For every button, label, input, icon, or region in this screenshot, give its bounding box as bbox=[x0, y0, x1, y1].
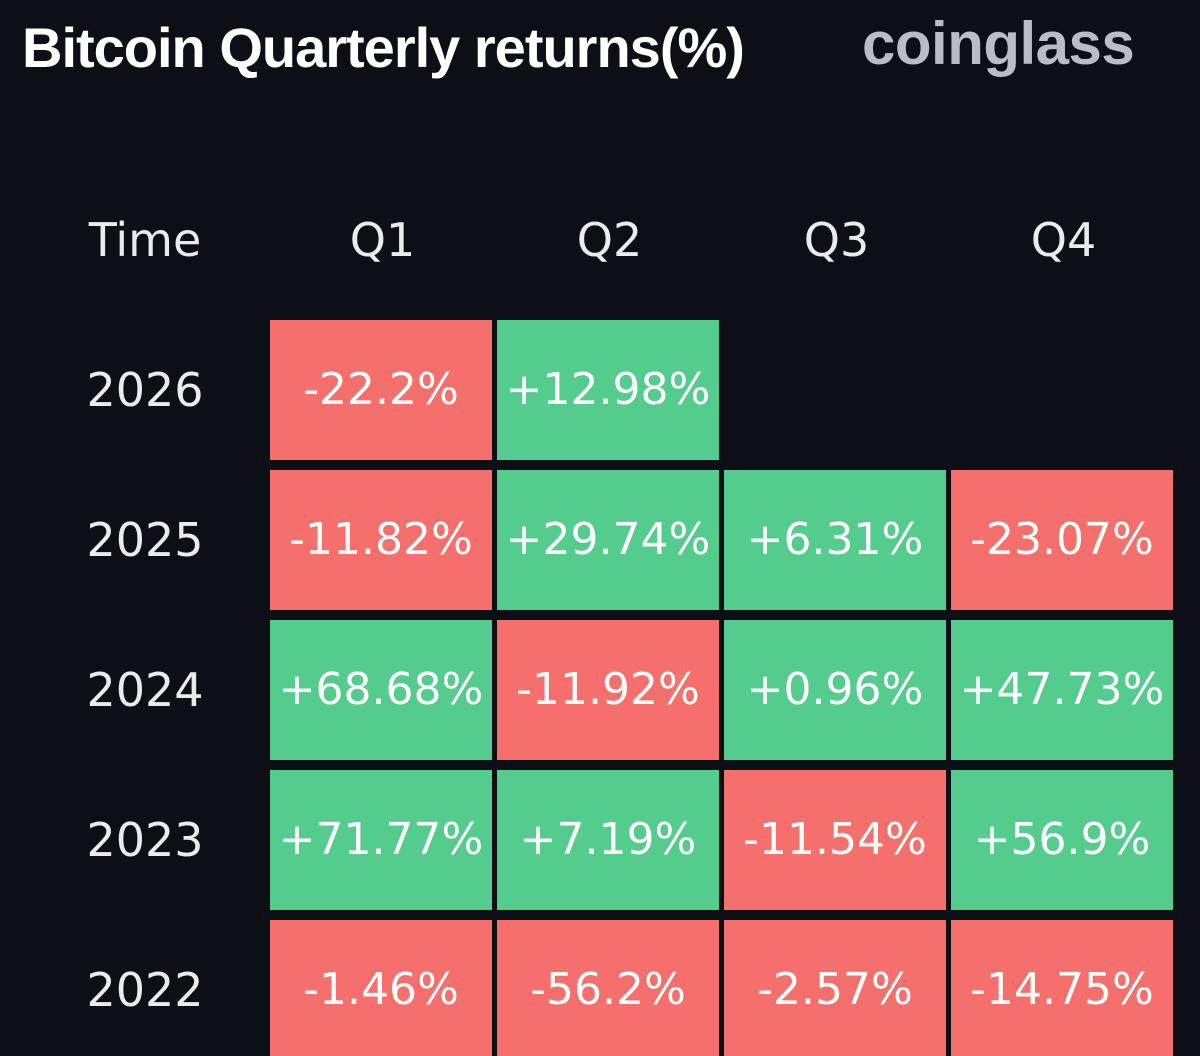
return-cell-2025-q4: -23.07% bbox=[951, 470, 1173, 610]
return-cell-2023-q1: +71.77% bbox=[270, 770, 492, 910]
row-year-2023: 2023 bbox=[86, 813, 204, 867]
return-cell-2022-q1: -1.46% bbox=[270, 920, 492, 1056]
return-cell-2026-q1: -22.2% bbox=[270, 320, 492, 460]
return-cell-2025-q3: +6.31% bbox=[724, 470, 946, 610]
return-cell-2023-q2: +7.19% bbox=[497, 770, 719, 910]
column-header-time: Time bbox=[88, 213, 202, 267]
return-cell-2024-q2: -11.92% bbox=[497, 620, 719, 760]
chart-title: Bitcoin Quarterly returns(%) bbox=[22, 16, 745, 79]
return-cell-2025-q2: +29.74% bbox=[497, 470, 719, 610]
return-cell-2022-q2: -56.2% bbox=[497, 920, 719, 1056]
return-cell-2023-q3: -11.54% bbox=[724, 770, 946, 910]
return-cell-2024-q3: +0.96% bbox=[724, 620, 946, 760]
return-cell-2025-q1: -11.82% bbox=[270, 470, 492, 610]
return-cell-2024-q1: +68.68% bbox=[270, 620, 492, 760]
row-year-2026: 2026 bbox=[86, 363, 204, 417]
brand-logo: coinglass bbox=[862, 10, 1135, 77]
return-cell-2022-q3: -2.57% bbox=[724, 920, 946, 1056]
return-cell-2024-q4: +47.73% bbox=[951, 620, 1173, 760]
column-header-q4: Q4 bbox=[1030, 213, 1097, 267]
return-cell-2026-q2: +12.98% bbox=[497, 320, 719, 460]
column-header-q2: Q2 bbox=[576, 213, 643, 267]
return-cell-2023-q4: +56.9% bbox=[951, 770, 1173, 910]
row-year-2022: 2022 bbox=[86, 963, 204, 1017]
row-year-2024: 2024 bbox=[86, 663, 204, 717]
row-year-2025: 2025 bbox=[86, 513, 204, 567]
return-cell-2022-q4: -14.75% bbox=[951, 920, 1173, 1056]
column-header-q3: Q3 bbox=[803, 213, 870, 267]
column-header-q1: Q1 bbox=[349, 213, 416, 267]
